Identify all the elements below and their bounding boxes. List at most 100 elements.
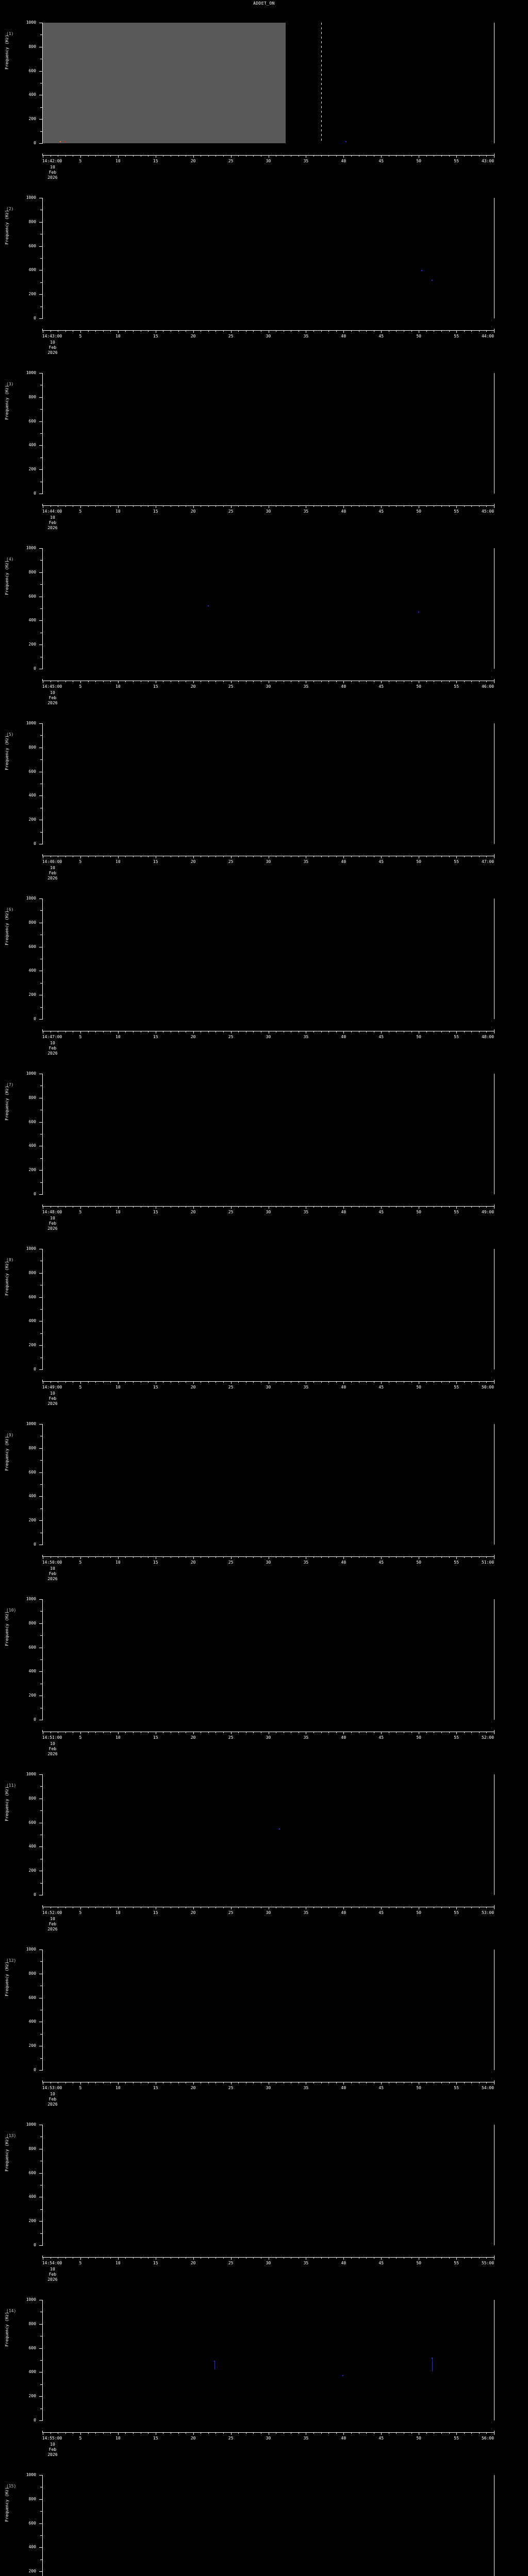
y-axis-minor-tick [40,608,43,609]
x-axis-minor-tick [351,681,352,682]
x-axis-tick-label: 50 [416,159,421,163]
y-axis-tick [39,2173,43,2174]
y-axis-tick-label: 0 [34,1717,36,1722]
y-axis-tick-label: 1000 [26,1246,36,1251]
x-axis-minor-tick [110,681,111,682]
x-axis-date-stack: 10 Feb 2026 [37,165,68,180]
x-axis-tick [230,2082,232,2084]
plot-area [43,1074,494,1194]
x-axis-tick [193,1207,194,1209]
y-axis-tick-label: 1000 [26,1071,36,1076]
x-axis-minor-tick [441,856,442,857]
x-axis-minor-tick [253,1207,254,1208]
x-axis-date-line: Feb [48,1221,57,1226]
x-axis-minor-tick [88,1557,89,1558]
x-axis-minor-tick [426,1207,427,1208]
x-axis-minor-tick [411,1732,412,1733]
x-axis-tick-label: 45 [378,1385,384,1389]
x-axis-tick-label: 40 [341,1035,346,1039]
x-axis-minor-tick [441,156,442,157]
x-axis-minor-tick [223,156,224,157]
x-axis-minor-tick [411,156,412,157]
x-axis-tick-label: 50 [416,859,421,864]
x-axis-tick-label: 5 [79,509,82,514]
x-axis-tick-label: 35 [303,1910,309,1915]
plot-area [43,548,494,669]
x-axis-minor-tick [328,1557,329,1558]
x-axis-minor-tick [486,1207,487,1208]
y-axis-tick [39,1448,43,1449]
y-axis-tick-label: 200 [28,1518,36,1523]
x-axis-minor-tick [178,1907,179,1908]
y-axis-tick-label: 0 [34,1542,36,1547]
x-axis-tick [381,1557,382,1559]
x-axis-minor-tick [321,331,322,332]
x-axis-tick-label: 10 [116,509,121,514]
x-axis-start-label: 14:54:00 [42,2261,62,2265]
x-axis-minor-tick [103,856,104,857]
y-axis-minor-tick [40,2360,43,2361]
x-axis-minor-tick [471,1732,472,1733]
y-axis-tick-label: 600 [28,944,36,949]
x-axis-line [42,2257,494,2258]
x-axis-minor-tick [396,1907,397,1908]
x-axis-tick-label: 35 [303,1385,309,1389]
x-axis-tick-label: 20 [190,1910,196,1915]
x-axis-tick [456,156,457,158]
x-axis-start-label: 14:55:00 [42,2436,62,2441]
y-axis-minor-tick [40,131,43,132]
x-axis-date-line: 10 [50,2442,55,2447]
x-axis-minor-tick [366,1207,367,1208]
x-axis-minor-tick [133,1732,134,1733]
x-axis-minor-tick [125,1207,126,1208]
x-axis-tick-label: 5 [79,2261,82,2265]
x-axis-date-stack: 10 Feb 2026 [37,1741,68,1757]
x-axis-minor-tick [396,1207,397,1208]
y-axis-tick [39,2070,43,2071]
x-axis-tick [118,1732,119,1734]
x-axis-minor-tick [223,2082,224,2083]
y-axis-tick [39,397,43,398]
x-axis-minor-tick [238,2258,239,2259]
x-axis-minor-tick [441,1907,442,1908]
x-axis-minor-tick [223,2433,224,2434]
y-axis-tick [39,2475,43,2476]
y-axis-minor-tick [40,2384,43,2385]
y-axis-tick-label: 0 [34,666,36,671]
x-axis-minor-tick [478,1031,480,1032]
x-axis-minor-tick [65,681,66,682]
x-axis-date-line: 10 [50,1741,55,1746]
y-axis-tick-label: 1000 [26,1421,36,1426]
y-axis-minor-tick [40,1786,43,1787]
x-axis-minor-tick [336,156,337,157]
x-axis-minor-tick [441,681,442,682]
y-axis-tick [39,2571,43,2572]
x-axis-minor-tick [321,2258,322,2259]
x-axis-tick-label: 45 [378,1910,384,1915]
x-axis-tick [118,1557,119,1559]
detection-point [59,141,61,142]
x-axis-tick-label: 15 [153,684,158,689]
plot-frame-left [42,2475,43,2576]
x-axis-minor-tick [411,681,412,682]
x-axis-minor-tick [328,681,329,682]
y-axis-tick-label: 400 [28,2194,36,2199]
x-axis-minor-tick [178,1557,179,1558]
y-axis-tick-label: 0 [34,141,36,145]
x-axis-date-line: Feb [48,1747,57,1751]
x-axis-minor-tick [208,331,209,332]
x-axis-minor-tick [133,1031,134,1032]
x-axis-minor-tick [328,2258,329,2259]
y-axis-tick [39,1623,43,1624]
x-axis-minor-tick [88,156,89,157]
panel-index-label: (12) [6,1958,16,1963]
spectrogram-panel: Frequency (Hz) (5) 1000 800 600 400 200 0 14:46:… [0,712,528,887]
x-axis-tick-label: 5 [79,859,82,864]
x-axis-minor-tick [486,1907,487,1908]
x-axis-end-label: 51:00 [481,1560,494,1565]
x-axis-minor-tick [208,1907,209,1908]
x-axis-tick-label: 45 [378,159,384,163]
x-axis-minor-tick [471,2258,472,2259]
x-axis-date-line: 10 [50,1391,55,1396]
x-axis-minor-tick [366,2433,367,2434]
